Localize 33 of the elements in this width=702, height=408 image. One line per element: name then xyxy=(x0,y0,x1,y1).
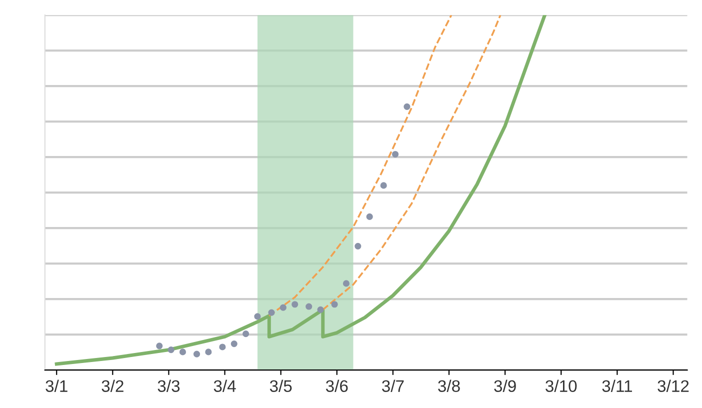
x-tick-label: 3/2 xyxy=(102,380,124,392)
point xyxy=(317,306,324,314)
point xyxy=(179,348,186,356)
point xyxy=(268,309,275,316)
x-tick-label: 3/3 xyxy=(158,380,180,392)
x-tick-label: 3/1 xyxy=(46,380,68,392)
x-tick-label: 3/8 xyxy=(438,380,460,392)
x-tick-label: 3/5 xyxy=(270,380,292,392)
point xyxy=(156,342,163,350)
point xyxy=(392,150,399,158)
point xyxy=(280,304,286,311)
point xyxy=(219,344,226,350)
point xyxy=(168,346,174,354)
point xyxy=(380,182,387,189)
x-tick-label: 3/12 xyxy=(658,380,689,392)
x-tick-label: 3/11 xyxy=(602,380,632,392)
point xyxy=(342,280,350,287)
x-tick-label: 3/6 xyxy=(326,380,348,392)
point xyxy=(366,213,373,220)
point xyxy=(292,301,298,308)
point xyxy=(404,103,410,110)
point xyxy=(242,330,250,338)
point xyxy=(254,313,261,320)
point xyxy=(354,242,362,250)
x-tick-label: 3/7 xyxy=(382,380,404,392)
point xyxy=(230,340,238,348)
point xyxy=(306,303,312,310)
x-tick-label: 3/10 xyxy=(546,380,577,392)
point xyxy=(331,301,338,308)
point xyxy=(193,350,200,358)
point xyxy=(205,348,212,356)
x-tick-label: 3/9 xyxy=(494,380,516,392)
x-tick-label: 3/4 xyxy=(214,380,236,392)
